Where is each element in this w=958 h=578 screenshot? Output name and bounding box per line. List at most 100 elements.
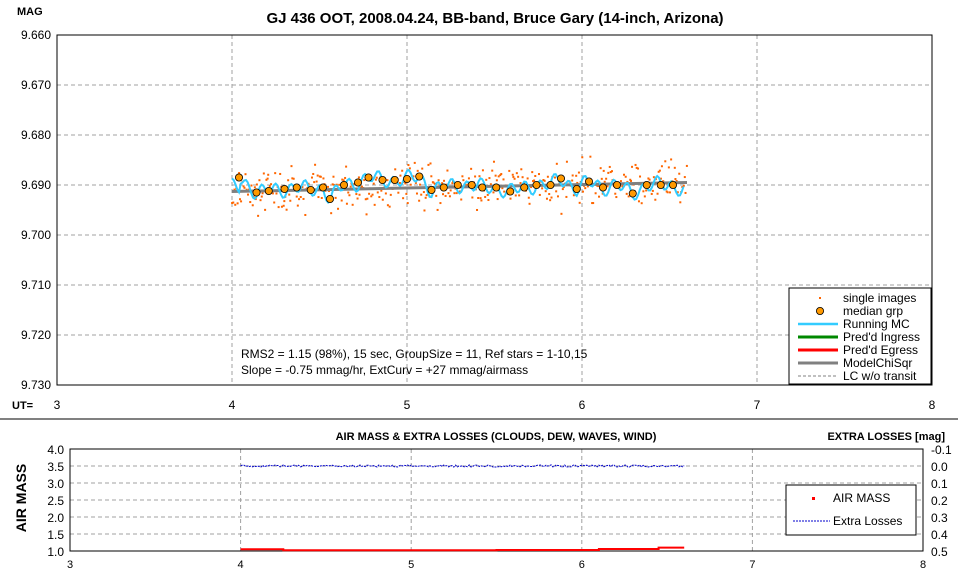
air-mass-path [240, 546, 685, 552]
single-image-point [676, 191, 679, 194]
running-mc-path [231, 168, 685, 204]
single-image-point [512, 175, 515, 178]
single-image-point [264, 208, 267, 211]
bottom-y-tick-label: 4.0 [47, 443, 64, 457]
single-image-point [373, 203, 376, 206]
single-image-point [650, 192, 653, 195]
single-image-point [340, 199, 343, 202]
single-image-point [527, 196, 530, 199]
single-image-point [338, 183, 341, 186]
bottom-y-tick-label: 2.5 [47, 494, 64, 508]
median-group-point [546, 180, 555, 189]
single-image-point [435, 194, 438, 197]
median-group-point [656, 180, 665, 189]
single-image-point [479, 197, 482, 200]
single-image-point [575, 174, 578, 177]
single-image-point [432, 181, 435, 184]
single-image-point [283, 200, 286, 203]
single-image-point [584, 187, 587, 190]
single-image-point [251, 204, 254, 207]
bottom-x-tick-label: 8 [920, 559, 926, 571]
median-group-point [325, 194, 334, 203]
legend-marker-median-grp [816, 306, 825, 315]
single-image-point [238, 172, 241, 175]
single-image-point [537, 173, 540, 176]
single-image-point [409, 183, 412, 186]
single-image-point [244, 173, 247, 176]
single-image-point [345, 202, 348, 205]
single-image-point [262, 172, 265, 175]
bottom-x-tick-label: 6 [579, 559, 585, 571]
median-group-point [264, 186, 273, 195]
bottom-legend: AIR MASS Extra Losses [785, 484, 917, 536]
single-image-point [545, 197, 548, 200]
single-image-point [242, 185, 245, 188]
single-image-point [477, 196, 480, 199]
single-image-point [422, 191, 425, 194]
single-image-point [289, 199, 292, 202]
single-image-point [405, 192, 408, 195]
single-image-point [513, 177, 516, 180]
single-image-point [619, 180, 622, 183]
single-image-point [233, 188, 236, 191]
single-image-point [363, 179, 366, 182]
single-image-point [374, 178, 377, 181]
single-image-point [290, 165, 293, 168]
single-image-point [615, 196, 618, 199]
single-image-point [312, 172, 315, 175]
single-image-point [462, 179, 465, 182]
single-image-point [313, 181, 316, 184]
median-group-points [234, 172, 678, 203]
single-image-point [245, 188, 248, 191]
single-image-point [285, 208, 288, 211]
single-image-point [528, 202, 531, 205]
single-image-point [499, 174, 502, 177]
single-image-point [643, 195, 646, 198]
single-image-point [461, 175, 464, 178]
bottom-chart-title: AIR MASS & EXTRA LOSSES (CLOUDS, DEW, WA… [336, 431, 657, 443]
single-image-point [608, 165, 611, 168]
single-image-point [526, 177, 529, 180]
single-image-point [250, 184, 253, 187]
single-image-point [282, 204, 285, 207]
legend-marker-single-images [819, 297, 821, 299]
single-image-point [603, 180, 606, 183]
single-image-point [358, 193, 361, 196]
legend-label: AIR MASS [833, 491, 890, 505]
bottom-y-tick-label: 2.0 [47, 511, 64, 525]
single-image-point [591, 202, 594, 205]
single-image-point [258, 179, 261, 182]
single-image-point [444, 194, 447, 197]
bottom-y-tick-label: 1.0 [47, 545, 64, 559]
bottom-series [240, 464, 685, 552]
single-image-point [351, 203, 354, 206]
single-image-point [484, 195, 487, 198]
single-image-point [427, 163, 430, 166]
single-image-point [532, 180, 535, 183]
single-image-point [544, 190, 547, 193]
single-image-point [478, 175, 481, 178]
top-plot-frame [56, 34, 933, 386]
single-image-point [492, 160, 495, 163]
single-image-point [598, 195, 601, 198]
single-image-point [271, 192, 274, 195]
single-image-point [453, 192, 456, 195]
single-image-point [458, 190, 461, 193]
single-image-point [246, 193, 249, 196]
single-image-point [599, 167, 602, 170]
bottom-y2-tick-label: 0.0 [931, 460, 948, 474]
median-group-point [364, 173, 373, 182]
single-image-point [296, 204, 299, 207]
single-image-point [389, 193, 392, 196]
legend-marker-air-mass [812, 497, 815, 500]
single-image-point [423, 209, 426, 212]
top-y-tick-labels: 9.660 9.670 9.680 9.690 9.700 9.710 9.720 9.730 [21, 28, 51, 392]
legend-label: single images [843, 291, 916, 305]
single-image-point [476, 208, 479, 211]
single-image-point [364, 198, 367, 201]
single-image-point [657, 170, 660, 173]
single-image-point [549, 199, 552, 202]
bottom-y-axis-label: AIR MASS [13, 464, 29, 532]
